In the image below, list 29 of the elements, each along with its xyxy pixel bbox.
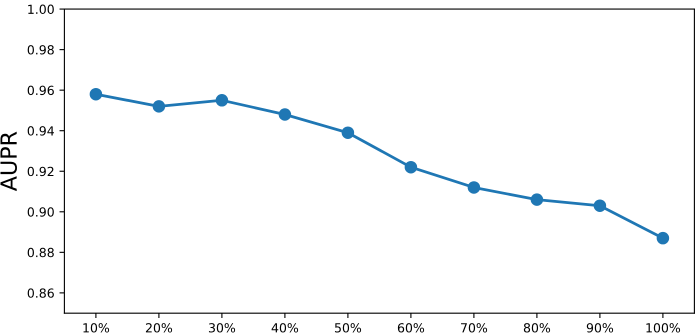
point xyxy=(278,108,292,121)
point xyxy=(342,126,354,139)
y-tick-label: 0.94 xyxy=(28,126,54,136)
y-tick-label: 0.88 xyxy=(28,248,54,258)
x-tick-label: 30% xyxy=(208,323,236,333)
x-tick-label: 90% xyxy=(586,323,614,333)
point xyxy=(216,94,228,107)
x-tick-label: 70% xyxy=(461,323,488,333)
x-tick-label: 100% xyxy=(646,323,680,333)
y-tick-label: 0.90 xyxy=(28,207,54,217)
y-tick-label: 0.92 xyxy=(28,166,54,176)
x-tick-label: 60% xyxy=(398,323,424,333)
point xyxy=(530,193,544,206)
point xyxy=(594,199,606,212)
y-tick-label: 0.86 xyxy=(28,288,54,298)
point xyxy=(404,160,418,174)
point xyxy=(90,88,102,100)
point xyxy=(656,232,670,244)
x-tick-label: 50% xyxy=(334,323,362,333)
x-tick-label: 80% xyxy=(524,323,550,333)
point xyxy=(152,100,166,113)
y-tick-label: 0.96 xyxy=(28,86,54,96)
x-tick-label: 20% xyxy=(146,323,172,333)
point xyxy=(468,181,480,194)
y-tick-label: 1.00 xyxy=(28,4,54,14)
y-axis-title: AUPR xyxy=(0,132,17,192)
x-tick-label: 40% xyxy=(272,323,298,333)
x-tick-label: 10% xyxy=(83,323,110,333)
y-tick-label: 0.98 xyxy=(28,45,54,55)
